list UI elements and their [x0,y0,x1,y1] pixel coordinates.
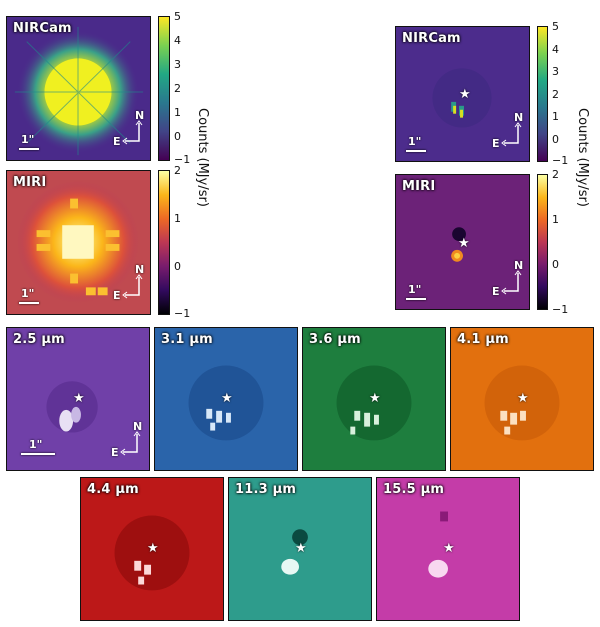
cbar-tick: 4 [174,34,181,47]
panel-label: 2.5 µm [13,332,65,347]
nircam-full-image [14,26,144,156]
miri-full-image [7,171,150,314]
image-3-6um [303,328,445,470]
nircam-colorbar-right [537,26,548,162]
east-label: E [492,285,500,298]
scale-bar [406,150,426,152]
image-2-5um [7,328,149,470]
star-marker: ★ [369,391,381,406]
cbar-tick: 2 [552,88,559,101]
cbar-tick: 0 [552,258,559,271]
panel-label: 15.5 µm [383,482,445,497]
panel-label: MIRI [402,179,436,194]
panel-11-3um: ★ 11.3 µm [228,477,372,621]
east-label: E [113,289,121,302]
star-marker: ★ [459,87,471,102]
miri-sub-panel: ★ MIRI 1" N E [395,174,530,310]
cbar-tick: 5 [174,10,181,23]
scale-label: 1" [408,283,422,296]
north-label: N [133,420,143,433]
star-marker: ★ [458,236,470,251]
miri-colorbar-left [158,170,170,315]
panel-label: NIRCam [13,21,72,36]
panel-label: 4.1 µm [457,332,509,347]
panel-4-1um: ★ 4.1 µm [450,327,594,471]
panel-label: NIRCam [402,31,461,46]
cbar-tick: 3 [174,58,181,71]
cbar-tick: 0 [552,133,559,146]
nircam-sub-panel: ★ NIRCam 1" N E [395,26,530,162]
north-label: N [514,259,524,272]
star-marker: ★ [517,391,529,406]
scale-label: 1" [29,438,43,451]
scale-label: 1" [21,287,35,300]
star-marker: ★ [73,391,85,406]
scale-label: 1" [21,133,35,146]
east-label: E [111,446,119,459]
scale-bar [406,298,426,300]
nircam-sub-image [396,27,529,161]
nircam-full-panel: NIRCam 1" N E [6,16,151,161]
scale-bar [19,302,39,304]
colorbar-title: Counts (MJy/sr) [575,108,590,207]
image-4-4um [81,478,223,620]
cbar-tick: 5 [552,20,559,33]
image-15-5um [377,478,519,620]
cbar-tick: −1 [174,153,191,166]
cbar-tick: −1 [174,307,191,320]
compass-icon: N E [492,259,524,298]
north-label: N [135,109,145,122]
cbar-tick: −1 [552,154,569,167]
star-marker: ★ [221,391,233,406]
compass-icon: N E [113,263,145,302]
scale-bar [21,453,55,455]
compass-icon: N E [113,109,145,148]
cbar-tick: 2 [174,82,181,95]
cbar-tick: 1 [552,213,559,226]
miri-sub-image [396,175,529,309]
panel-label: 4.4 µm [87,482,139,497]
star-marker: ★ [295,541,307,556]
panel-3-1um: ★ 3.1 µm [154,327,298,471]
image-11-3um [229,478,371,620]
panel-label: 11.3 µm [235,482,297,497]
cbar-tick: 1 [174,106,181,119]
star-marker: ★ [147,541,159,556]
panel-3-6um: ★ 3.6 µm [302,327,446,471]
nircam-colorbar-left [158,16,170,161]
cbar-tick: 2 [174,164,181,177]
cbar-tick: 1 [174,212,181,225]
north-label: N [135,263,145,276]
panel-label: 3.6 µm [309,332,361,347]
compass-icon: N E [111,420,143,459]
panel-label: MIRI [13,175,47,190]
cbar-tick: 0 [174,260,181,273]
cbar-tick: 3 [552,65,559,78]
star-marker: ★ [443,541,455,556]
image-4-1um [451,328,593,470]
east-label: E [113,135,121,148]
miri-full-panel: MIRI 1" N E [6,170,151,315]
colorbar-title: Counts (MJy/sr) [195,108,210,207]
cbar-tick: 4 [552,43,559,56]
panel-label: 3.1 µm [161,332,213,347]
scale-label: 1" [408,135,422,148]
east-label: E [492,137,500,150]
scale-bar [19,148,39,150]
image-3-1um [155,328,297,470]
panel-4-4um: ★ 4.4 µm [80,477,224,621]
north-label: N [514,111,524,124]
cbar-tick: 2 [552,168,559,181]
miri-colorbar-right [537,174,548,310]
compass-icon: N E [492,111,524,150]
cbar-tick: 1 [552,110,559,123]
panel-15-5um: ★ 15.5 µm [376,477,520,621]
cbar-tick: −1 [552,303,569,316]
cbar-tick: 0 [174,130,181,143]
panel-2-5um: ★ 2.5 µm 1" N E [6,327,150,471]
